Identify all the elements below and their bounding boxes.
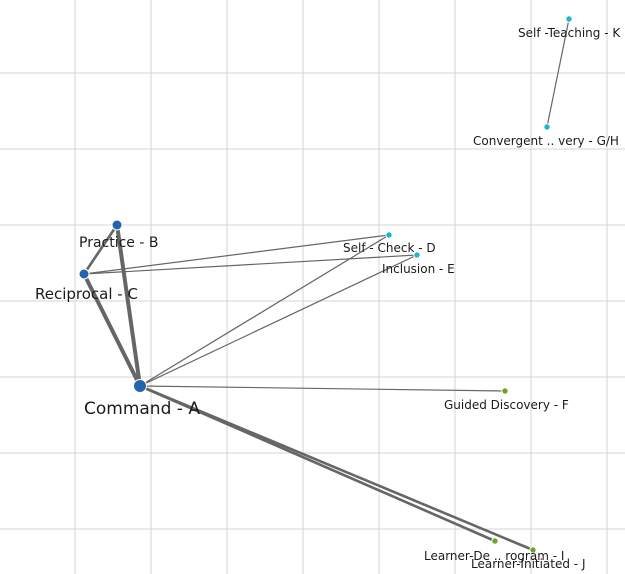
node-label-i: Learner-De .. rogram - I: [424, 549, 564, 563]
node-c[interactable]: [78, 268, 90, 280]
edge-a-c: [82, 272, 142, 388]
nodes-layer: [78, 15, 573, 554]
edge-a-d: [139, 234, 390, 387]
edge-a-e: [139, 254, 418, 387]
node-i[interactable]: [491, 537, 499, 545]
node-e[interactable]: [413, 251, 421, 259]
node-label-b: Practice - B: [79, 235, 158, 251]
node-d[interactable]: [385, 231, 393, 239]
node-k[interactable]: [565, 15, 573, 23]
node-b[interactable]: [111, 219, 123, 231]
node-label-c: Reciprocal - C: [35, 285, 138, 303]
edge-gh-k: [546, 18, 570, 128]
node-label-d: Self - Check - D: [343, 241, 436, 255]
edge-a-j: [138, 384, 535, 552]
edges-layer: [82, 18, 570, 552]
node-label-j: Learner-Initiated - J: [471, 557, 586, 571]
node-label-e: Inclusion - E: [382, 262, 455, 276]
node-label-gh: Convergent .. very - G/H: [473, 134, 619, 148]
labels-layer: Command - A Practice - B Reciprocal - C Sel…: [35, 26, 621, 571]
node-label-k: Self -Teaching - K: [518, 26, 621, 40]
node-j[interactable]: [529, 546, 537, 554]
edge-a-f: [139, 385, 506, 392]
edge-a-b: [115, 223, 142, 388]
edge-c-e: [83, 254, 418, 275]
node-gh[interactable]: [543, 123, 551, 131]
node-label-f: Guided Discovery - F: [444, 398, 569, 412]
node-a[interactable]: [133, 379, 147, 393]
edge-c-d: [83, 234, 390, 275]
node-f[interactable]: [501, 387, 509, 395]
edge-b-c: [82, 223, 119, 276]
node-label-a: Command - A: [84, 399, 200, 419]
